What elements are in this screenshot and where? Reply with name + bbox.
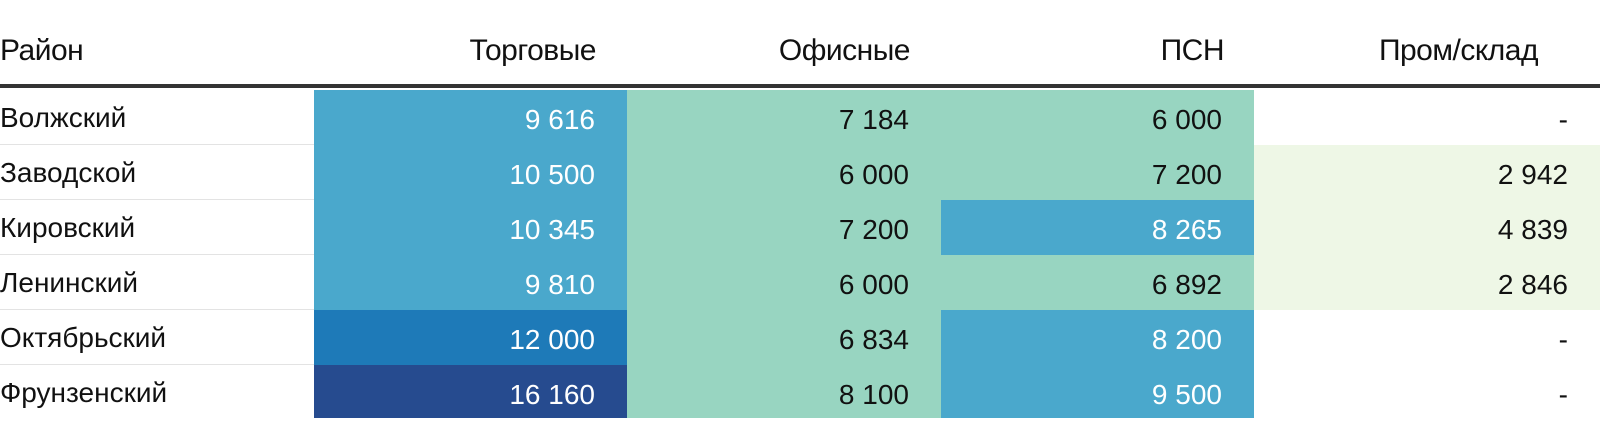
- cell-value: 16 160: [509, 379, 595, 410]
- cell-retail: 10 500: [314, 145, 627, 200]
- cell-value: 9 810: [524, 269, 595, 300]
- cell-retail: 9 810: [314, 255, 627, 310]
- cell-value: 6 000: [838, 269, 909, 300]
- table-row: Заводской 10 500 6 000 7 200 2 942: [0, 145, 1600, 200]
- table-row: Октябрьский 12 000 6 834 8 200 -: [0, 310, 1600, 365]
- cell-value: 6 000: [838, 159, 909, 190]
- cell-industrial: 4 839: [1254, 200, 1600, 255]
- header-district: Район: [0, 34, 84, 67]
- table-row: Фрунзенский 16 160 8 100 9 500 -: [0, 365, 1600, 420]
- cell-value: 12 000: [509, 324, 595, 355]
- district-name: Октябрьский: [0, 322, 167, 353]
- district-name: Фрунзенский: [0, 377, 168, 408]
- cell-psn: 9 500: [941, 365, 1254, 418]
- district-name: Кировский: [0, 212, 136, 243]
- cell-industrial: -: [1254, 310, 1600, 365]
- cell-value: 8 265: [1151, 214, 1222, 245]
- district-name: Заводской: [0, 157, 137, 188]
- cell-value: 10 345: [509, 214, 595, 245]
- cell-office: 8 100: [627, 365, 941, 418]
- header-retail: Торговые: [469, 34, 596, 67]
- cell-value: 9 500: [1151, 379, 1222, 410]
- cell-office: 6 000: [627, 255, 941, 310]
- district-name: Волжский: [0, 102, 127, 133]
- cell-office: 7 184: [627, 90, 941, 145]
- cell-industrial: 2 942: [1254, 145, 1600, 200]
- cell-value: 8 100: [838, 379, 909, 410]
- cell-value: 8 200: [1151, 324, 1222, 355]
- cell-psn: 8 265: [941, 200, 1254, 255]
- cell-psn: 8 200: [941, 310, 1254, 365]
- cell-value: -: [1558, 324, 1568, 355]
- table-row: Ленинский 9 810 6 000 6 892 2 846: [0, 255, 1600, 310]
- cell-value: 7 184: [838, 104, 909, 135]
- cell-value: 2 846: [1497, 269, 1568, 300]
- cell-value: -: [1558, 379, 1568, 410]
- cell-value: 6 892: [1151, 269, 1222, 300]
- cell-retail: 16 160: [314, 365, 627, 418]
- cell-value: 2 942: [1497, 159, 1568, 190]
- header-office: Офисные: [778, 34, 911, 67]
- header-psn: ПСН: [1160, 34, 1225, 67]
- cell-value: 6 000: [1151, 104, 1222, 135]
- table-row: Волжский 9 616 7 184 6 000 -: [0, 90, 1600, 145]
- cell-psn: 6 892: [941, 255, 1254, 310]
- cell-psn: 6 000: [941, 90, 1254, 145]
- table-row: Кировский 10 345 7 200 8 265 4 839: [0, 200, 1600, 255]
- cell-value: 9 616: [524, 104, 595, 135]
- cell-retail: 10 345: [314, 200, 627, 255]
- table-header-row: Район Торговые Офисные ПСН Пром/склад: [0, 0, 1600, 88]
- cell-value: 6 834: [838, 324, 909, 355]
- cell-psn: 7 200: [941, 145, 1254, 200]
- cell-value: 7 200: [838, 214, 909, 245]
- cell-value: 10 500: [509, 159, 595, 190]
- cell-industrial: -: [1254, 365, 1600, 418]
- cell-value: -: [1558, 104, 1568, 135]
- cell-value: 4 839: [1497, 214, 1568, 245]
- cell-industrial: 2 846: [1254, 255, 1600, 310]
- cell-office: 6 000: [627, 145, 941, 200]
- header-industrial: Пром/склад: [1378, 34, 1539, 67]
- cell-retail: 9 616: [314, 90, 627, 145]
- cell-office: 6 834: [627, 310, 941, 365]
- cell-value: 7 200: [1151, 159, 1222, 190]
- cell-retail: 12 000: [314, 310, 627, 365]
- cell-industrial: -: [1254, 90, 1600, 145]
- cell-office: 7 200: [627, 200, 941, 255]
- district-name: Ленинский: [0, 267, 139, 298]
